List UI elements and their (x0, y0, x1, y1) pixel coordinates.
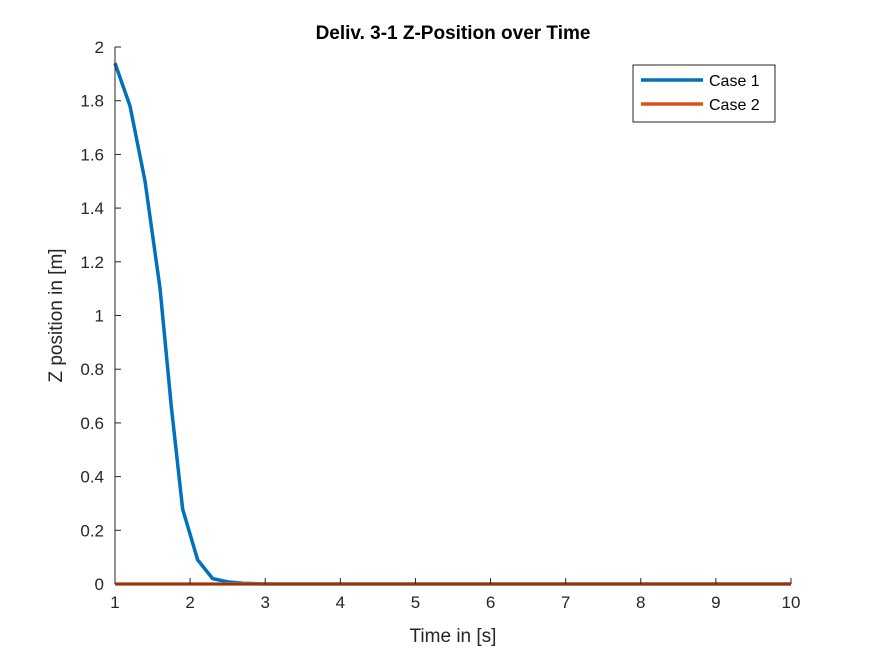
legend-label-1: Case 1 (709, 73, 760, 90)
plot-area (113, 62, 791, 586)
axes: 1 2 3 4 5 6 7 8 9 10 0 0.2 0.4 0.6 0.8 1 1.2 1.4 1.6 1.8 2 (80, 38, 800, 612)
y-tick-label: 1.6 (80, 145, 104, 164)
y-tick-label: 0.4 (80, 468, 104, 487)
x-tick-label: 4 (336, 593, 345, 612)
x-tick-label: 1 (110, 593, 119, 612)
y-tick-label: 1 (95, 307, 104, 326)
y-axis-label: Z position in [m] (46, 248, 67, 382)
x-tick-label: 10 (782, 593, 801, 612)
x-tick-label: 6 (486, 593, 495, 612)
y-tick-label: 2 (95, 38, 104, 57)
x-tick-label: 9 (711, 593, 720, 612)
series-line-1 (113, 62, 791, 586)
x-tick-label: 8 (636, 593, 645, 612)
y-tick-label: 0.2 (80, 521, 104, 540)
y-tick-label: 1.2 (80, 253, 104, 272)
y-tick-label: 1.8 (80, 92, 104, 111)
y-tick-label: 0 (95, 575, 104, 594)
y-tick-label: 1.4 (80, 199, 104, 218)
x-tick-label: 7 (561, 593, 570, 612)
x-tick-label: 5 (411, 593, 420, 612)
legend-label-2: Case 2 (709, 97, 760, 114)
x-tick-label: 3 (260, 593, 269, 612)
x-axis-label: Time in [s] (410, 626, 497, 647)
chart-title: Deliv. 3-1 Z-Position over Time (316, 23, 591, 44)
x-tick-label: 2 (185, 593, 194, 612)
y-tick-label: 0.8 (80, 360, 104, 379)
y-tick-label: 0.6 (80, 414, 104, 433)
legend-box (632, 64, 776, 123)
legend: Case 1 Case 2 (632, 64, 776, 123)
